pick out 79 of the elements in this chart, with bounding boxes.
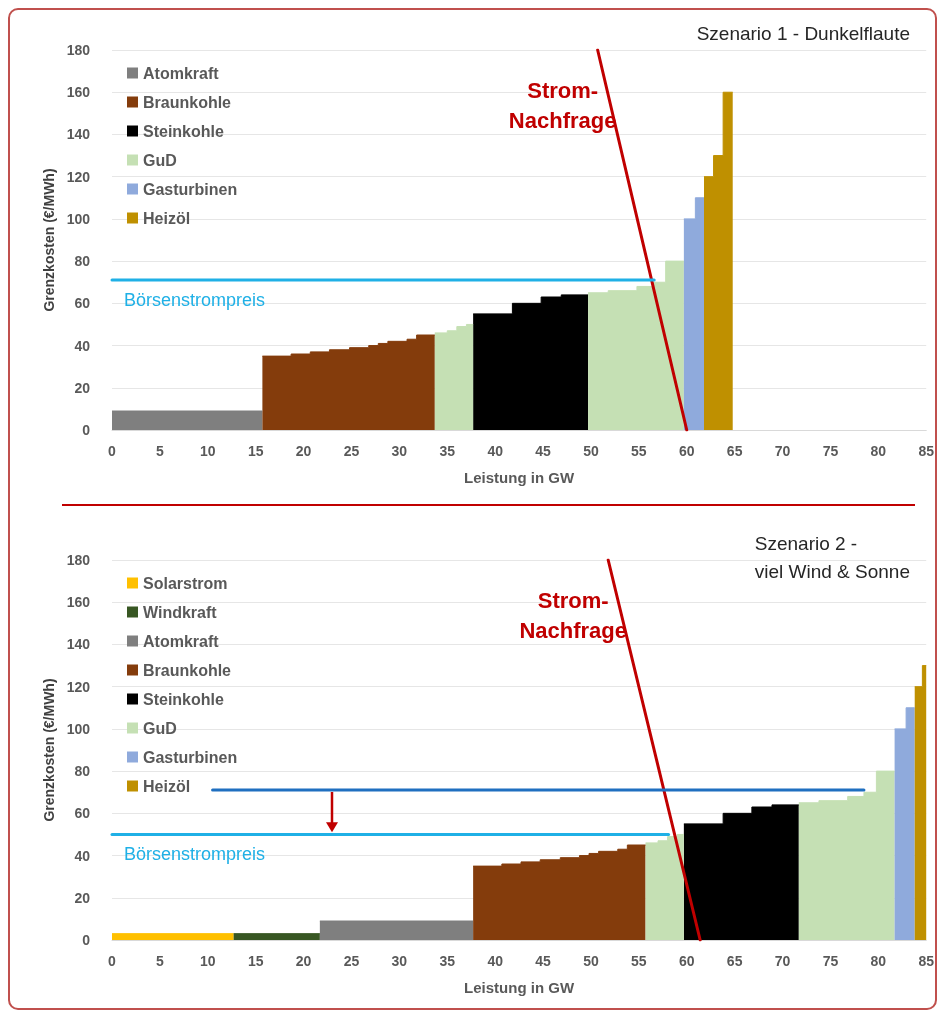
x-tick-label: 35 — [439, 443, 456, 459]
y-tick-label: 40 — [74, 847, 91, 864]
legend-label: Braunkohle — [143, 661, 232, 679]
y-tick-label: 140 — [66, 636, 91, 653]
legend-label: GuD — [143, 719, 177, 737]
x-tick-label: 25 — [343, 953, 360, 969]
y-tick-label: 120 — [66, 168, 91, 185]
series-label: Strom- Nachfrage — [519, 587, 627, 643]
x-tick-label: 5 — [156, 443, 164, 459]
chart-title: Szenario 1 - Dunkelflaute — [696, 22, 910, 44]
x-tick-label: 70 — [774, 443, 791, 459]
x-tick-label: 60 — [678, 443, 695, 459]
legend-label: Braunkohle — [143, 93, 232, 111]
x-tick-label: 50 — [583, 443, 599, 459]
series-label: Börsenstrompreis — [124, 290, 266, 311]
y-axis-title: Grenzkosten (€/MWh) — [40, 678, 57, 822]
x-axis-title: Leistung in GW — [464, 979, 575, 996]
y-tick-label: 140 — [66, 126, 91, 143]
x-axis-title: Leistung in GW — [464, 469, 575, 486]
x-tick-label: 5 — [156, 953, 164, 969]
x-tick-label: 20 — [295, 443, 312, 459]
y-tick-label: 80 — [74, 763, 91, 780]
x-tick-label: 55 — [631, 443, 647, 459]
x-tick-label: 40 — [487, 953, 504, 969]
y-tick-label: 20 — [74, 889, 91, 906]
x-tick-label: 20 — [295, 953, 312, 969]
x-tick-label: 45 — [535, 953, 552, 969]
x-tick-label: 80 — [870, 443, 887, 459]
y-tick-label: 80 — [74, 253, 91, 270]
x-tick-label: 30 — [391, 443, 408, 459]
y-tick-label: 180 — [66, 42, 91, 58]
x-tick-label: 25 — [343, 443, 360, 459]
legend-label: Atomkraft — [143, 64, 220, 82]
legend-label: GuD — [143, 151, 177, 169]
x-tick-label: 60 — [678, 953, 695, 969]
legend-label: Heizöl — [143, 209, 191, 227]
legend-label: Gasturbinen — [143, 748, 238, 766]
x-tick-label: 0 — [108, 443, 117, 459]
x-tick-label: 85 — [918, 443, 935, 459]
x-tick-label: 45 — [535, 443, 552, 459]
y-tick-label: 160 — [66, 84, 91, 101]
x-tick-label: 65 — [726, 953, 743, 969]
chart-title: Szenario 2 - viel Wind & Sonne — [754, 532, 910, 582]
x-tick-label: 80 — [870, 953, 887, 969]
series-label: Börsenstrompreis — [124, 844, 266, 865]
legend-label: Windkraft — [143, 603, 218, 621]
x-tick-label: 30 — [391, 953, 408, 969]
y-tick-label: 0 — [82, 932, 91, 948]
x-tick-label: 70 — [774, 953, 791, 969]
x-tick-label: 10 — [200, 953, 216, 969]
x-tick-label: 50 — [583, 953, 599, 969]
y-tick-label: 100 — [66, 720, 91, 737]
y-tick-label: 60 — [74, 805, 91, 822]
x-tick-label: 0 — [108, 953, 117, 969]
legend-label: Solarstrom — [143, 574, 228, 592]
x-tick-label: 85 — [918, 953, 935, 969]
legend-label: Gasturbinen — [143, 180, 238, 198]
y-tick-label: 20 — [74, 379, 91, 396]
x-tick-label: 15 — [247, 443, 264, 459]
legend-label: Steinkohle — [143, 122, 225, 140]
y-tick-label: 180 — [66, 552, 91, 568]
x-tick-label: 15 — [247, 953, 264, 969]
x-tick-label: 75 — [822, 443, 839, 459]
y-tick-label: 60 — [74, 295, 91, 312]
x-tick-label: 35 — [439, 953, 456, 969]
y-tick-label: 160 — [66, 594, 91, 611]
legend-label: Steinkohle — [143, 690, 225, 708]
x-tick-label: 10 — [200, 443, 216, 459]
x-tick-label: 40 — [487, 443, 504, 459]
y-tick-label: 40 — [74, 337, 91, 354]
y-axis-title: Grenzkosten (€/MWh) — [40, 168, 57, 312]
y-tick-label: 120 — [66, 678, 91, 695]
y-tick-label: 0 — [82, 422, 91, 438]
x-tick-label: 55 — [631, 953, 647, 969]
legend-label: Heizöl — [143, 777, 191, 795]
x-tick-label: 75 — [822, 953, 839, 969]
y-tick-label: 100 — [66, 210, 91, 227]
x-tick-label: 65 — [726, 443, 743, 459]
legend-label: Atomkraft — [143, 632, 220, 650]
